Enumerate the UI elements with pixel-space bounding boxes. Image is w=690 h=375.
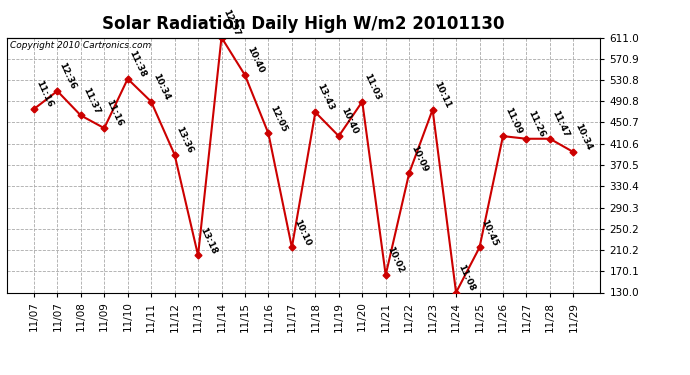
Text: 11:16: 11:16 [104, 98, 124, 128]
Text: 10:40: 10:40 [245, 45, 265, 75]
Text: 10:02: 10:02 [386, 246, 406, 275]
Text: Copyright 2010 Cartronics.com: Copyright 2010 Cartronics.com [10, 41, 151, 50]
Text: 12:36: 12:36 [57, 61, 77, 91]
Text: 12:37: 12:37 [221, 8, 242, 38]
Text: Solar Radiation Daily High W/m2 20101130: Solar Radiation Daily High W/m2 20101130 [102, 15, 505, 33]
Text: 11:37: 11:37 [81, 86, 101, 116]
Text: 11:16: 11:16 [34, 80, 54, 109]
Text: 10:10: 10:10 [292, 218, 312, 248]
Text: 10:45: 10:45 [480, 218, 500, 248]
Text: 10:40: 10:40 [339, 106, 359, 136]
Text: 13:43: 13:43 [315, 82, 335, 112]
Text: 11:03: 11:03 [362, 72, 382, 102]
Text: 10:34: 10:34 [573, 122, 593, 152]
Text: 10:11: 10:11 [433, 80, 453, 110]
Text: 13:18: 13:18 [198, 226, 218, 255]
Text: 11:08: 11:08 [456, 263, 476, 292]
Text: 12:05: 12:05 [268, 104, 288, 134]
Text: 10:34: 10:34 [151, 72, 171, 102]
Text: 13:36: 13:36 [175, 125, 195, 154]
Text: 11:38: 11:38 [128, 49, 148, 79]
Text: 11:09: 11:09 [503, 106, 523, 136]
Text: 11:26: 11:26 [526, 109, 546, 139]
Text: 10:09: 10:09 [409, 144, 429, 173]
Text: 11:47: 11:47 [550, 109, 570, 139]
